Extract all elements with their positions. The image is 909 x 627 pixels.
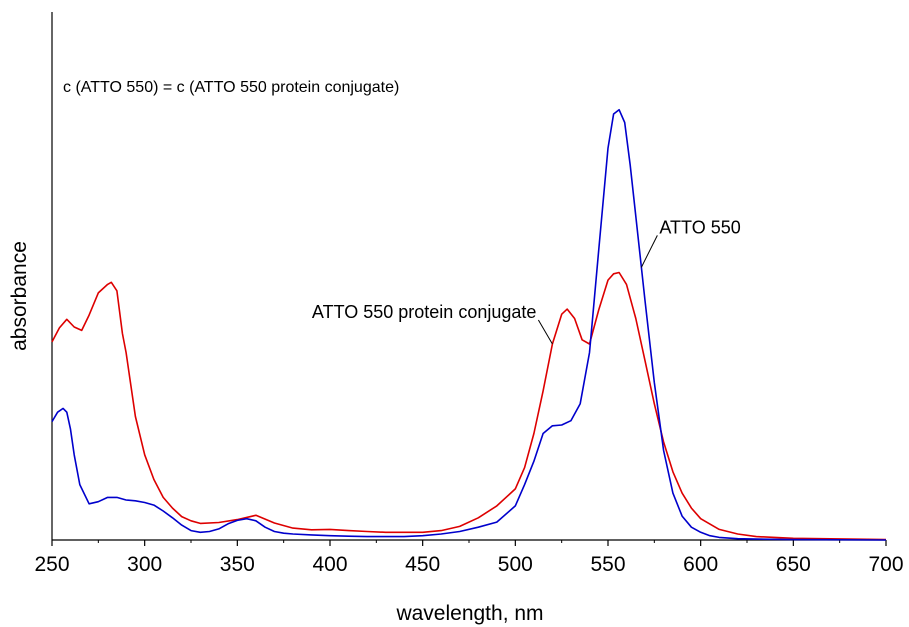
x-axis-title: wavelength, nm [395,602,543,625]
x-tick-label: 550 [590,553,625,576]
series-layer [51,108,887,541]
y-axis-title: absorbance [8,241,31,351]
x-tick-label: 350 [220,553,255,576]
callout-leader [537,319,553,345]
x-tick-label: 250 [34,553,69,576]
axes: 250 300 350 400 450 500 550 600 650 700 [34,12,904,576]
concentration-annotation: c (ATTO 550) = c (ATTO 550 protein conju… [63,79,399,96]
callout-label: ATTO 550 protein conjugate [312,302,536,322]
series-line-atto-550 [51,108,887,541]
callout-label: ATTO 550 [659,217,740,237]
x-tick-label: 700 [868,553,903,576]
x-tick-label: 450 [405,553,440,576]
x-tick-label: 300 [127,553,162,576]
x-tick-label: 600 [683,553,718,576]
callouts: ATTO 550 ATTO 550 protein conjugate [312,217,741,345]
series-line-atto-550-protein-conjugate [51,271,887,541]
x-tick-label: 400 [312,553,347,576]
labels-layer: c (ATTO 550) = c (ATTO 550 protein conju… [8,79,544,625]
x-tick-label: 500 [498,553,533,576]
x-tick-label: 650 [776,553,811,576]
callout-leader [640,235,658,268]
